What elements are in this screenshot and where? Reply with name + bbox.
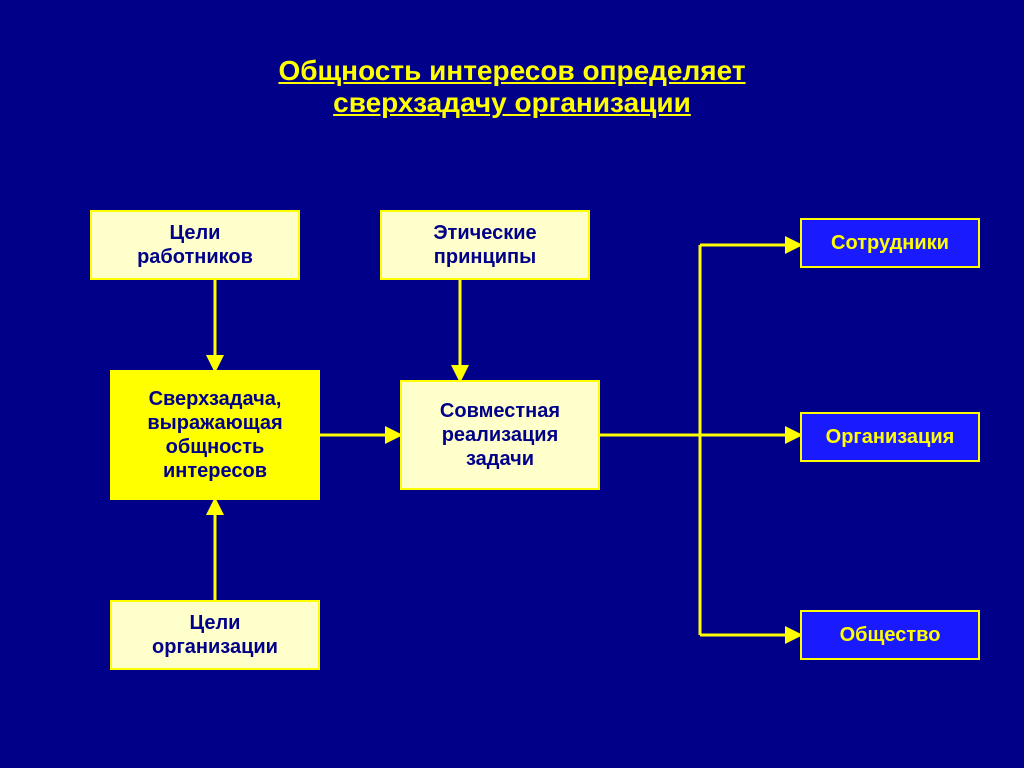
node-label: Сотрудники <box>831 231 949 255</box>
title-line-1: Общность интересов определяет <box>278 55 745 86</box>
node-joint-realization: Совместная реализация задачи <box>400 380 600 490</box>
node-label: Сверхзадача, выражающая общность интерес… <box>147 387 282 483</box>
slide-title: Общность интересов определяет сверхзадач… <box>0 55 1024 119</box>
node-employees: Сотрудники <box>800 218 980 268</box>
node-label: Цели работников <box>137 221 253 269</box>
node-label: Совместная реализация задачи <box>440 399 560 471</box>
title-line-2: сверхзадачу организации <box>333 87 691 118</box>
node-society: Общество <box>800 610 980 660</box>
node-goals-org: Цели организации <box>110 600 320 670</box>
node-label: Цели организации <box>152 611 278 659</box>
node-organization: Организация <box>800 412 980 462</box>
diagram-canvas: Общность интересов определяет сверхзадач… <box>0 0 1024 768</box>
node-supertask: Сверхзадача, выражающая общность интерес… <box>110 370 320 500</box>
node-goals-workers: Цели работников <box>90 210 300 280</box>
node-ethical-principles: Этические принципы <box>380 210 590 280</box>
node-label: Организация <box>826 425 955 449</box>
node-label: Общество <box>840 623 941 647</box>
node-label: Этические принципы <box>433 221 536 269</box>
